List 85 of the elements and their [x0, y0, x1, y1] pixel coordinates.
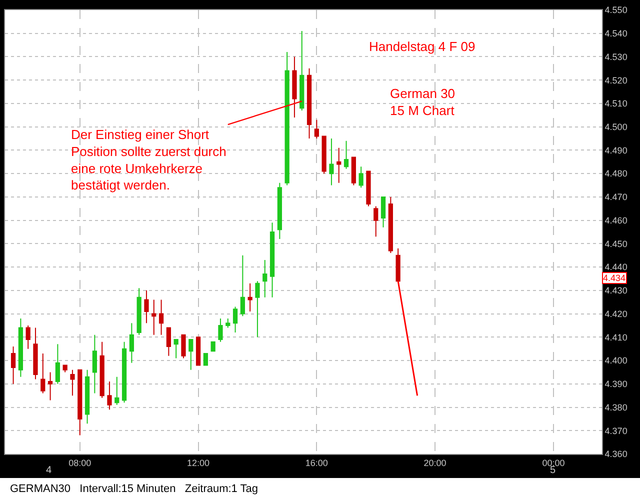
candlestick — [366, 170, 371, 207]
candlestick — [351, 156, 356, 186]
y-tick-label: 4.540 — [604, 28, 628, 39]
candlestick — [10, 346, 16, 384]
candlestick — [122, 341, 127, 404]
x-tick-label: 08:00 — [68, 458, 92, 468]
candlestick — [174, 338, 178, 359]
y-tick-label: 4.360 — [604, 449, 628, 460]
candlestick — [240, 254, 245, 317]
candlestick — [203, 353, 208, 366]
y-tick-label: 4.520 — [604, 75, 628, 86]
candlestick — [188, 338, 194, 370]
candlestick — [306, 68, 312, 140]
candlestick — [248, 282, 252, 312]
candlestick — [158, 299, 164, 336]
candlestick — [232, 306, 238, 333]
x-tick-label: 12:00 — [187, 458, 210, 468]
y-tick-label: 4.430 — [604, 286, 628, 296]
candlestick — [55, 344, 60, 384]
candlestick — [114, 376, 120, 406]
candlestick — [78, 369, 82, 436]
candlestick — [255, 280, 260, 338]
candlestick — [48, 372, 53, 401]
x-tick-label: 20:00 — [424, 458, 446, 468]
y-tick-label: 4.450 — [604, 238, 628, 249]
candlestick — [107, 381, 112, 410]
candlestick — [196, 336, 201, 366]
candlestick — [166, 327, 171, 356]
y-tick-label: 4.530 — [604, 52, 628, 62]
candlestick — [152, 299, 156, 336]
candlestick — [388, 196, 393, 254]
annotation: Der Einstieg einer Short Position sollte zuerst durch eine rote Umkehrkerze bestätigt werden. — [71, 127, 226, 193]
text: 5 — [550, 465, 556, 476]
y-tick-label: 4.500 — [604, 122, 628, 132]
candlestick — [277, 182, 282, 240]
candlestick — [262, 260, 268, 298]
candlestick — [210, 341, 216, 352]
candlestick — [136, 288, 142, 336]
y-tick-label: 4.390 — [604, 379, 628, 390]
candlestick — [84, 369, 90, 424]
candlestick — [26, 324, 30, 350]
candlestick — [336, 147, 342, 184]
text: Handelstag 4 F 09 — [369, 39, 476, 54]
text: GERMAN30 Intervall:15 Minuten Zeitraum:1 Tag — [10, 483, 258, 495]
y-tick-label: 4.510 — [604, 98, 628, 109]
candlestick — [374, 206, 378, 238]
candlestick — [292, 56, 297, 118]
y-tick-label: 4.410 — [604, 332, 628, 342]
candlestick — [300, 30, 304, 111]
y-tick-label: 4.380 — [604, 402, 628, 412]
text: 4.434 — [603, 273, 626, 283]
y-tick-label: 4.480 — [604, 168, 628, 179]
text: German 30 15 M Chart — [390, 86, 456, 118]
candlestick — [358, 166, 364, 188]
candlestick — [144, 290, 149, 324]
y-tick-label: 4.490 — [604, 145, 628, 156]
y-tick-label: 4.460 — [604, 215, 628, 226]
candlestick — [322, 136, 326, 174]
y-tick-label: 4.470 — [604, 192, 628, 202]
candlestick — [344, 140, 349, 170]
y-tick-label: 4.400 — [604, 356, 628, 366]
candlestick — [33, 327, 38, 380]
candlestick — [181, 334, 186, 359]
candlestick — [314, 119, 319, 140]
candlestick — [329, 138, 334, 186]
candlestick — [270, 222, 275, 298]
y-tick-label: 4.440 — [604, 262, 628, 272]
candlestick — [129, 322, 134, 364]
y-tick-label: 4.370 — [604, 426, 628, 436]
x-tick-label: 16:00 — [305, 458, 328, 468]
candlestick — [284, 52, 290, 186]
candlestick — [396, 248, 400, 282]
text: 4 — [46, 465, 52, 476]
candlestick — [226, 318, 230, 328]
candlestick — [62, 364, 68, 373]
y-tick-label: 4.550 — [604, 5, 628, 16]
candlestick — [92, 334, 97, 394]
y-tick-label: 4.420 — [604, 308, 628, 319]
candlestick — [40, 353, 46, 394]
candlestick — [100, 341, 104, 398]
candlestick — [218, 318, 223, 342]
candlestick — [18, 318, 23, 378]
candlestick — [70, 369, 75, 396]
x-tick-label: 00:00 — [542, 458, 565, 468]
candlestick — [380, 196, 386, 228]
